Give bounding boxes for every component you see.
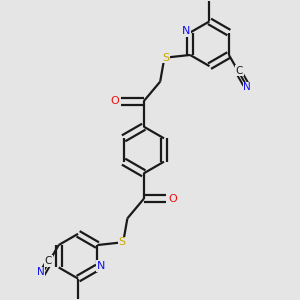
Text: C: C: [45, 256, 52, 266]
Text: O: O: [110, 96, 119, 106]
Text: S: S: [119, 237, 126, 247]
Text: N: N: [37, 267, 44, 278]
Text: N: N: [182, 26, 190, 36]
Text: S: S: [162, 53, 169, 63]
Text: N: N: [97, 261, 105, 271]
Text: O: O: [169, 194, 177, 204]
Text: N: N: [243, 82, 251, 92]
Text: C: C: [236, 66, 243, 76]
